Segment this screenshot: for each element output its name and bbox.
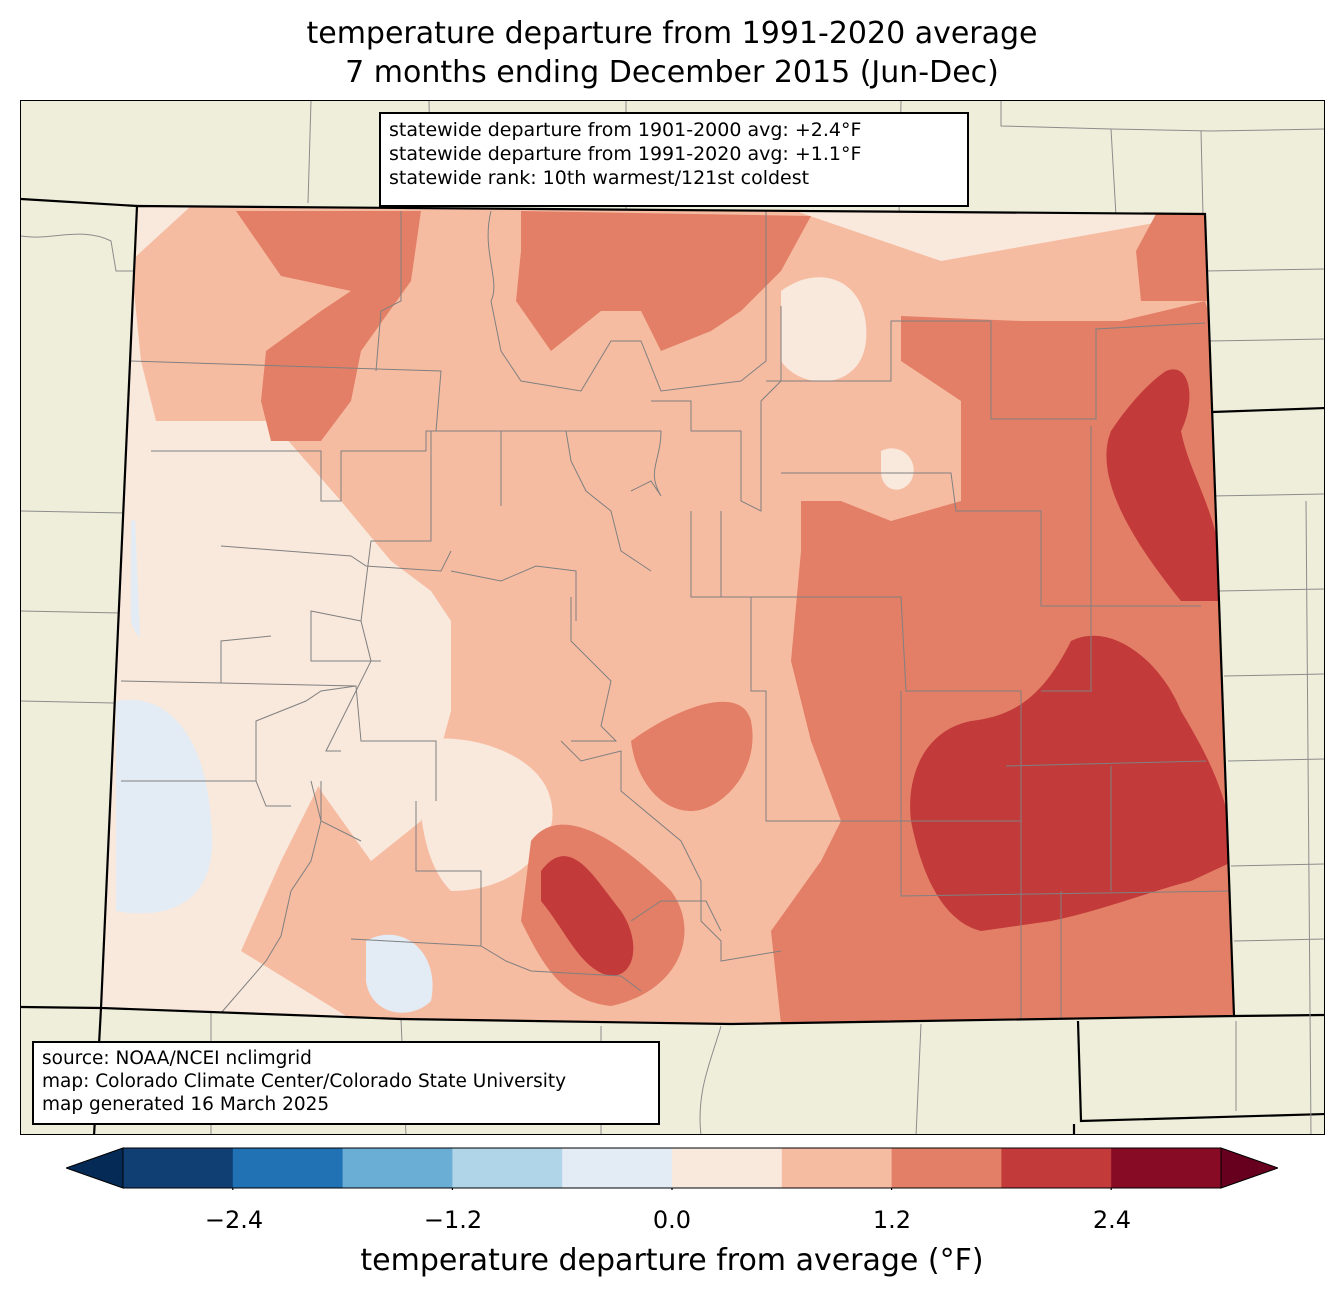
colorbar-label: temperature departure from average (°F) bbox=[360, 1243, 984, 1278]
colorbar-cell bbox=[891, 1148, 1002, 1188]
statewide-stats-box: statewide departure from 1901-2000 avg: … bbox=[379, 112, 969, 207]
stats-line-1991-2020: statewide departure from 1991-2020 avg: … bbox=[389, 143, 862, 165]
colorbar bbox=[66, 1147, 1278, 1190]
colorbar-under-arrow bbox=[66, 1147, 124, 1189]
colorado-map: statewide departure from 1901-2000 avg: … bbox=[20, 100, 1325, 1135]
stats-line-rank: statewide rank: 10th warmest/121st colde… bbox=[389, 167, 810, 189]
source-box: source: NOAA/NCEI nclimgrid map: Colorad… bbox=[32, 1041, 660, 1125]
colorbar-tick-label: 1.2 bbox=[872, 1206, 912, 1234]
colorbar-cell bbox=[452, 1148, 563, 1188]
credit-line: map: Colorado Climate Center/Colorado St… bbox=[42, 1071, 567, 1092]
colorbar-over-arrow bbox=[1220, 1147, 1278, 1189]
colorbar-tick-label: 2.4 bbox=[1092, 1206, 1132, 1234]
colorbar-cell bbox=[342, 1148, 453, 1188]
colorbar-cell bbox=[123, 1148, 234, 1188]
colorado-boundary bbox=[99, 204, 1236, 1026]
colorbar-cell bbox=[232, 1148, 344, 1188]
map-title-line2: 7 months ending December 2015 (Jun-Dec) bbox=[345, 55, 999, 90]
colorbar-cell bbox=[781, 1148, 893, 1188]
colorbar-cell bbox=[562, 1148, 673, 1188]
colorado-county-lines bbox=[120, 210, 1232, 1021]
colorbar-tick-label: −2.4 bbox=[204, 1206, 264, 1234]
map-title-line1: temperature departure from 1991-2020 ave… bbox=[306, 16, 1038, 51]
source-line: source: NOAA/NCEI nclimgrid bbox=[42, 1048, 312, 1069]
departure-map-svg bbox=[21, 101, 1324, 1134]
temperature-departure-fill bbox=[101, 206, 1234, 1024]
colorbar-cell bbox=[1111, 1148, 1222, 1188]
stats-line-1901-2000: statewide departure from 1901-2000 avg: … bbox=[389, 119, 862, 141]
colorbar-tick-label: 0.0 bbox=[652, 1206, 692, 1234]
colorbar-cell bbox=[1001, 1148, 1112, 1188]
colorbar-tick-label: −1.2 bbox=[423, 1206, 483, 1234]
generated-date-line: map generated 16 March 2025 bbox=[42, 1094, 330, 1115]
colorbar-cell bbox=[672, 1148, 783, 1188]
